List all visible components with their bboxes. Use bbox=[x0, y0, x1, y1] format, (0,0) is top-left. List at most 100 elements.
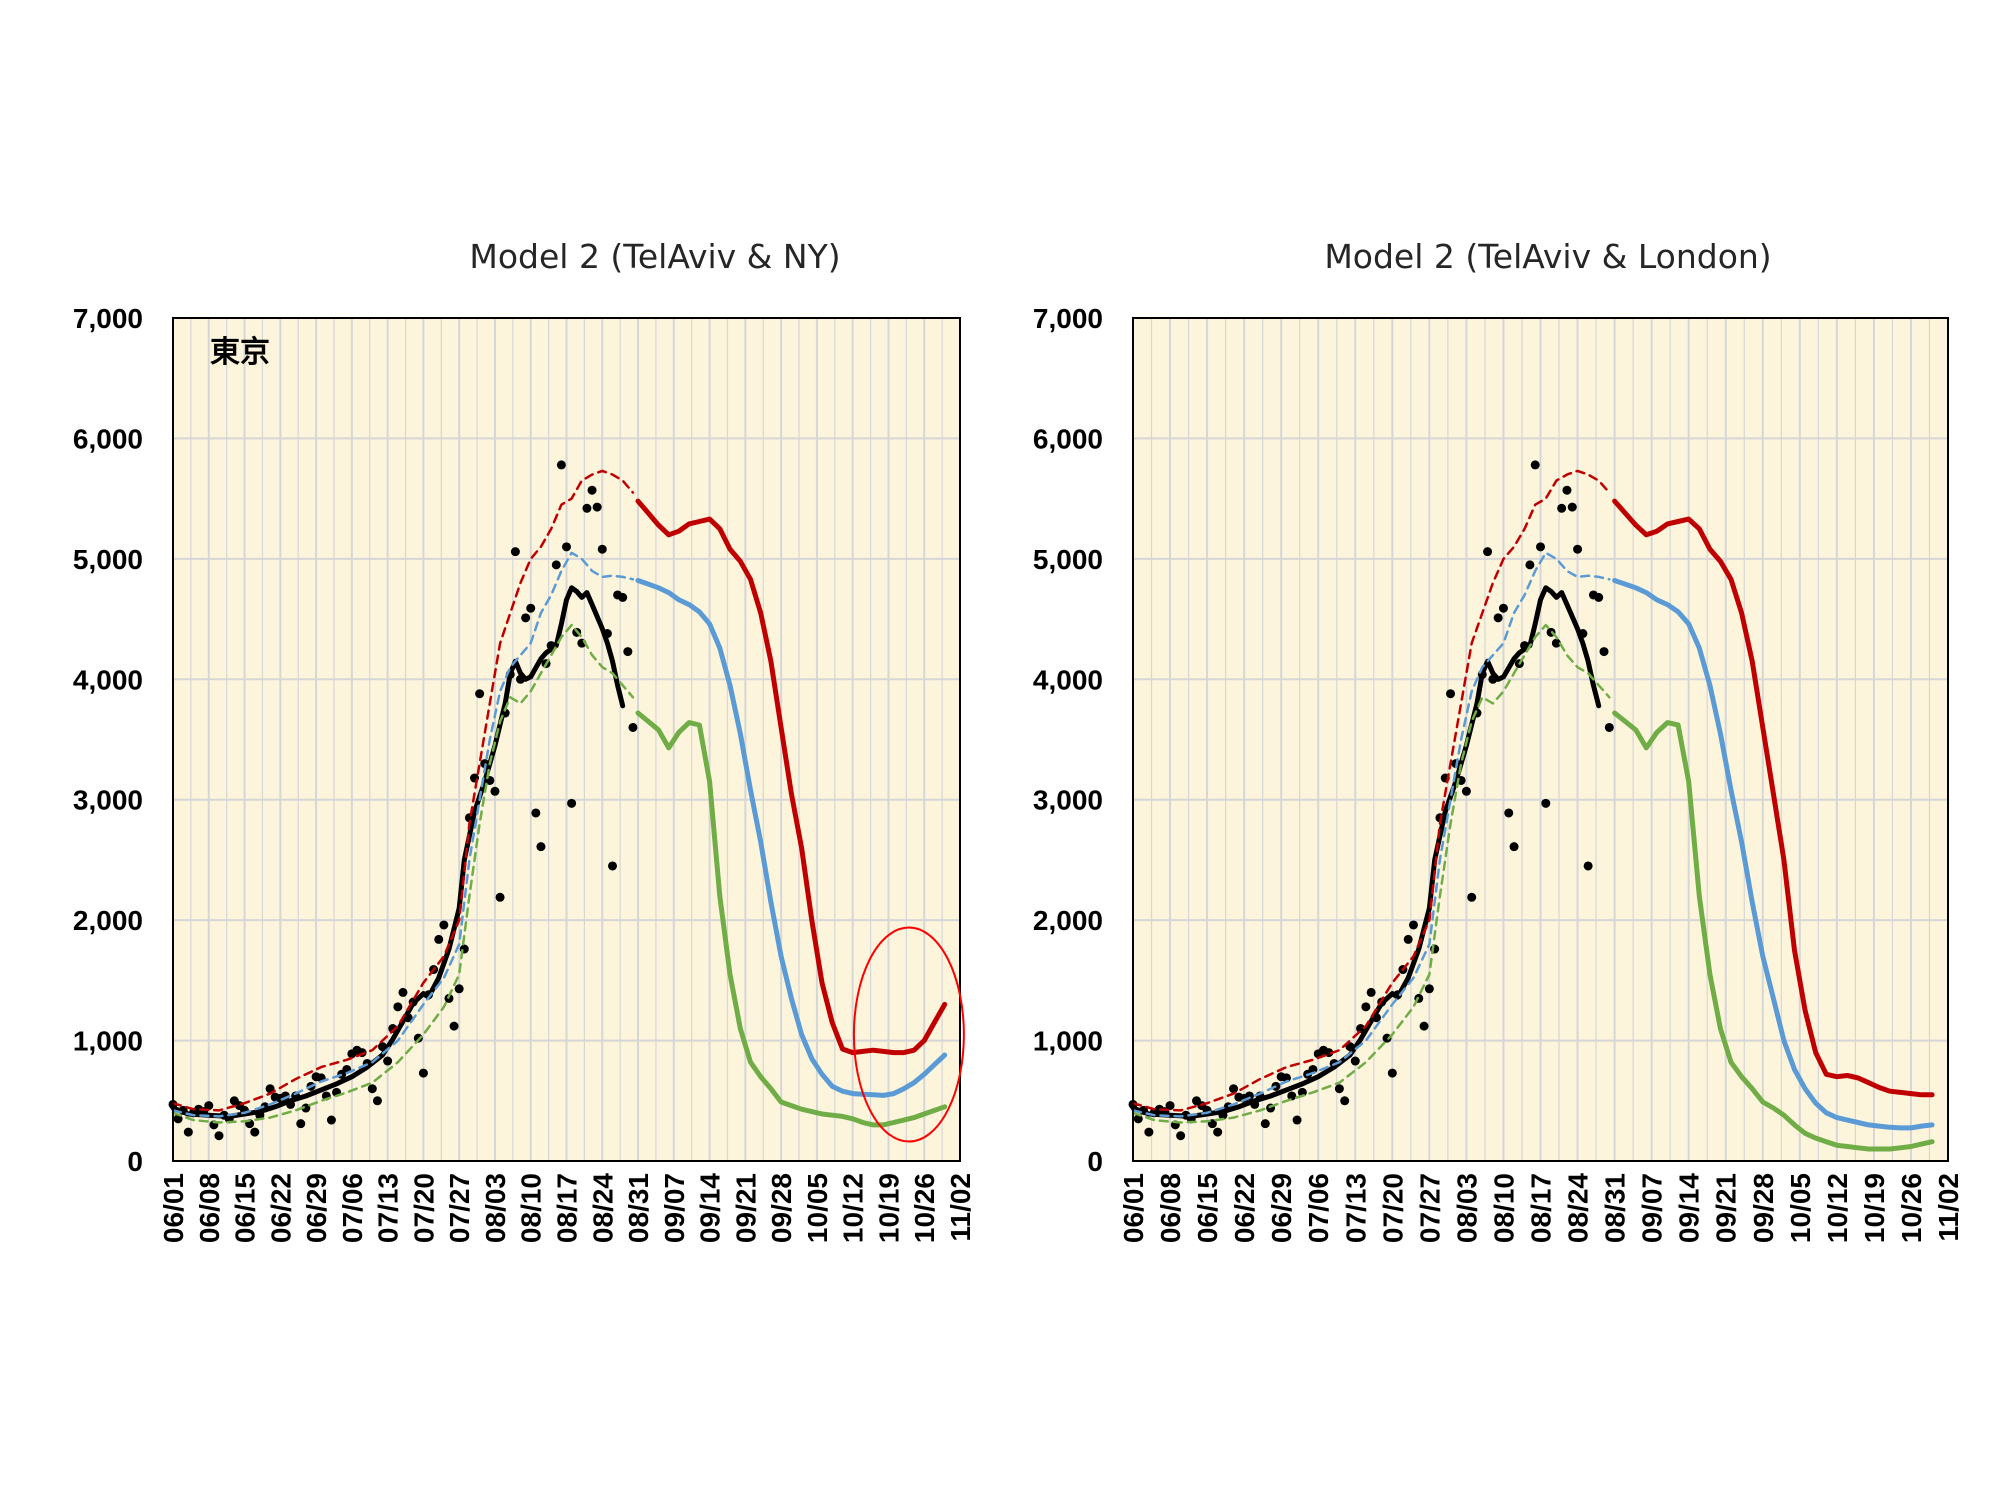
data-point bbox=[1604, 722, 1614, 732]
x-tick-label: 06/22 bbox=[1229, 1173, 1260, 1243]
data-point bbox=[531, 808, 541, 818]
data-point bbox=[326, 1115, 336, 1125]
series-blue-solid bbox=[635, 578, 948, 1098]
x-tick-label: 10/05 bbox=[1785, 1173, 1816, 1243]
data-point bbox=[204, 1101, 214, 1111]
data-point bbox=[526, 603, 536, 613]
x-tick-label: 07/13 bbox=[373, 1173, 404, 1243]
y-tick-label: 1,000 bbox=[1033, 1026, 1103, 1057]
x-tick-label: 06/08 bbox=[1155, 1173, 1186, 1243]
data-point bbox=[582, 503, 592, 513]
data-point bbox=[597, 544, 607, 554]
data-point bbox=[393, 1002, 403, 1012]
data-point bbox=[1567, 502, 1577, 512]
region-label: 東京 bbox=[210, 335, 270, 370]
data-point bbox=[250, 1127, 260, 1137]
data-point bbox=[1287, 1091, 1297, 1101]
y-tick-label: 6,000 bbox=[1033, 423, 1103, 454]
series-blue-solid bbox=[1612, 578, 1935, 1131]
data-point bbox=[1525, 560, 1535, 570]
data-point bbox=[556, 460, 566, 470]
data-point bbox=[1424, 984, 1434, 994]
data-point bbox=[1213, 1127, 1223, 1137]
series-blue-dashed bbox=[171, 551, 635, 1118]
x-tick-label: 10/26 bbox=[909, 1173, 940, 1243]
data-point bbox=[1562, 485, 1572, 495]
data-point bbox=[296, 1119, 306, 1129]
x-tick-label: 09/14 bbox=[695, 1173, 726, 1243]
data-point bbox=[592, 502, 602, 512]
x-tick-label: 07/13 bbox=[1340, 1173, 1371, 1243]
x-tick-label: 09/21 bbox=[730, 1173, 761, 1243]
x-tick-label: 10/12 bbox=[838, 1173, 869, 1243]
x-tick-label: 09/07 bbox=[1637, 1173, 1668, 1243]
x-tick-label: 08/17 bbox=[552, 1173, 583, 1243]
y-tick-label: 4,000 bbox=[73, 664, 143, 695]
y-tick-label: 7,000 bbox=[73, 303, 143, 334]
chart-panel-1: 0 1,000 2,000 3,000 4,000 5,000 6,000 7,000 06/0… bbox=[73, 237, 976, 1243]
series-green-dashed bbox=[1131, 623, 1611, 1124]
data-point bbox=[567, 798, 577, 808]
data-point bbox=[1292, 1115, 1302, 1125]
data-point bbox=[1467, 892, 1477, 902]
series-red-dashed bbox=[171, 469, 635, 1112]
data-point bbox=[301, 1103, 311, 1113]
x-tick-label: 10/26 bbox=[1896, 1173, 1927, 1243]
data-point bbox=[367, 1084, 377, 1094]
data-point bbox=[1493, 613, 1503, 623]
x-tick-label: 07/20 bbox=[1377, 1173, 1408, 1243]
x-tick-label: 06/01 bbox=[158, 1173, 189, 1243]
x-tick-label: 06/29 bbox=[1266, 1173, 1297, 1243]
data-point bbox=[1599, 647, 1609, 657]
y-tick-label: 2,000 bbox=[73, 905, 143, 936]
x-tick-label: 09/07 bbox=[659, 1173, 690, 1243]
data-point bbox=[1144, 1127, 1154, 1137]
data-point bbox=[628, 722, 638, 732]
data-point bbox=[1504, 808, 1514, 818]
data-point bbox=[1260, 1119, 1270, 1129]
x-tick-label: 09/28 bbox=[1748, 1173, 1779, 1243]
x-tick-label: 09/21 bbox=[1711, 1173, 1742, 1243]
plot-frame bbox=[172, 317, 961, 1162]
series-green-dashed bbox=[171, 623, 635, 1124]
data-point bbox=[521, 613, 531, 623]
data-point bbox=[1530, 460, 1540, 470]
data-point bbox=[1165, 1101, 1175, 1111]
y-tick-label: 3,000 bbox=[73, 785, 143, 816]
data-point bbox=[183, 1127, 193, 1137]
data-point bbox=[1350, 1056, 1360, 1066]
data-point bbox=[1461, 786, 1471, 796]
x-tick-label: 10/19 bbox=[873, 1173, 904, 1243]
data-point bbox=[1557, 503, 1567, 513]
plot-frame bbox=[1132, 317, 1949, 1162]
x-tick-label: 10/12 bbox=[1822, 1173, 1853, 1243]
data-point bbox=[1229, 1084, 1239, 1094]
data-point bbox=[1583, 861, 1593, 871]
data-point bbox=[1498, 603, 1508, 613]
data-point bbox=[1541, 798, 1551, 808]
y-tick-label: 2,000 bbox=[1033, 905, 1103, 936]
series-red-solid bbox=[635, 498, 948, 1056]
x-tick-label: 09/28 bbox=[766, 1173, 797, 1243]
chart-panel-2: 0 1,000 2,000 3,000 4,000 5,000 6,000 7,000 06/0… bbox=[1033, 237, 1964, 1243]
data-point bbox=[454, 984, 464, 994]
data-point bbox=[1483, 547, 1493, 557]
chart-title: Model 2 (TelAviv & NY) bbox=[469, 237, 840, 276]
x-tick-label: 09/14 bbox=[1674, 1173, 1705, 1243]
data-point bbox=[1573, 544, 1583, 554]
x-tick-label: 08/31 bbox=[623, 1173, 654, 1243]
series-green-solid bbox=[1612, 710, 1935, 1152]
y-tick-label: 1,000 bbox=[73, 1026, 143, 1057]
series-blue-dashed bbox=[1131, 551, 1611, 1118]
series-green-solid bbox=[635, 710, 948, 1128]
data-point bbox=[1446, 689, 1456, 699]
data-point bbox=[1509, 842, 1519, 852]
y-tick-label: 6,000 bbox=[73, 423, 143, 454]
x-tick-label: 11/02 bbox=[1933, 1173, 1964, 1242]
series-red-dashed bbox=[1131, 469, 1611, 1112]
data-point bbox=[418, 1068, 428, 1078]
x-tick-label: 08/17 bbox=[1526, 1173, 1557, 1243]
data-point bbox=[1408, 920, 1418, 930]
data-point bbox=[490, 786, 500, 796]
data-point bbox=[1176, 1131, 1186, 1141]
